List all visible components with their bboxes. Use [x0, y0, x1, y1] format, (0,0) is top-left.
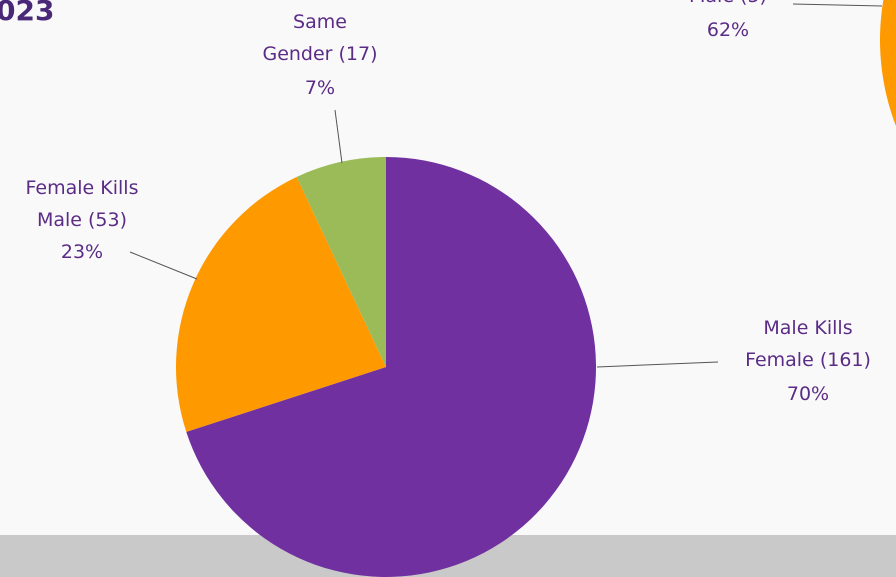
slice-percent: 7%	[304, 77, 336, 99]
pie-slice	[296, 157, 386, 367]
leader-line	[334, 109, 343, 164]
leader-line	[596, 361, 719, 368]
slice-label: Female Kills Male (53)	[25, 177, 139, 231]
slice-percent: 23%	[60, 241, 104, 263]
slice-percent: 62%	[706, 19, 750, 41]
slice-label: Male (5)	[608, 0, 848, 12]
pie-slice	[176, 176, 386, 432]
pie-slice	[880, 0, 896, 126]
pie-slice	[186, 157, 596, 577]
chart-title: 023	[0, 0, 55, 27]
leader-line	[792, 3, 883, 7]
leader-line	[129, 251, 198, 280]
slice-label: Male Kills Female (161)	[745, 317, 871, 371]
slice-label: Same Gender (17)	[262, 11, 378, 65]
slice-percent: 70%	[786, 383, 830, 405]
